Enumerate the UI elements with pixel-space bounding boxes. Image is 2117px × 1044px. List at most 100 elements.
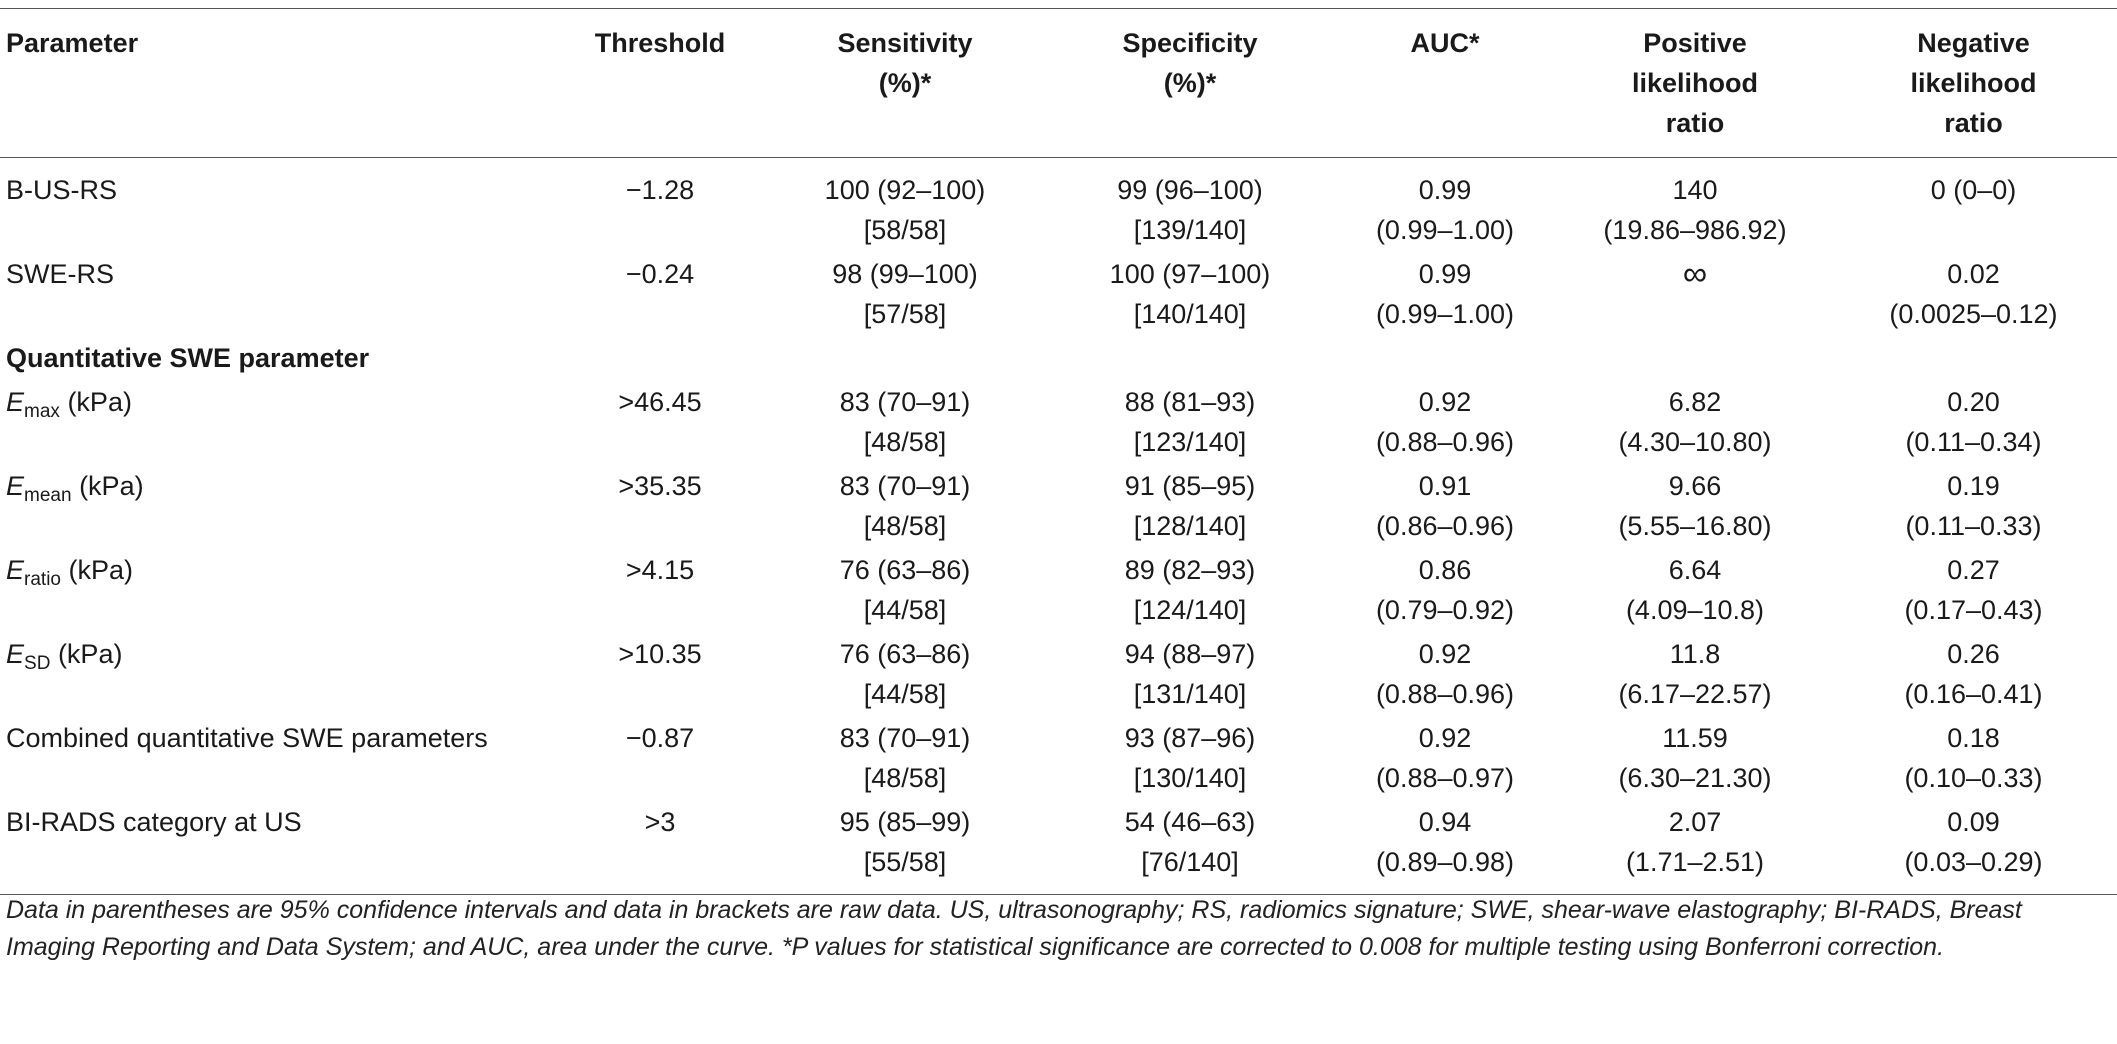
row-plr: 6.82 (4.30–10.80) (1560, 378, 1830, 462)
param-symbol: E (6, 471, 25, 501)
cell-text: [76/140] (1141, 847, 1239, 877)
param-subscript: mean (24, 485, 72, 506)
row-specificity: 88 (81–93) [123/140] (1050, 378, 1330, 462)
param-unit: (kPa) (68, 555, 134, 585)
cell-text: (0.88–0.97) (1375, 763, 1515, 793)
cell-text: (0.11–0.33) (1905, 511, 2042, 541)
row-auc: 0.92 (0.88–0.97) (1330, 714, 1560, 798)
cell-text: [48/58] (863, 427, 947, 457)
cell-text: 0.92 (1418, 723, 1472, 753)
cell-text: 6.82 (1668, 387, 1722, 417)
cell-text: [44/58] (863, 595, 947, 625)
row-specificity: 99 (96–100) [139/140] (1050, 158, 1330, 251)
cell-text: (1.71–2.51) (1625, 847, 1765, 877)
row-specificity: 100 (97–100) [140/140] (1050, 250, 1330, 334)
param-subscript: ratio (24, 569, 61, 590)
row-plr: 6.64 (4.09–10.8) (1560, 546, 1830, 630)
row-sensitivity: 76 (63–86) [44/58] (760, 630, 1050, 714)
header-specificity: Specificity (%)* (1050, 8, 1330, 158)
cell-text: [48/58] (863, 763, 947, 793)
row-sensitivity: 100 (92–100) [58/58] (760, 158, 1050, 251)
header-text: likelihood (1631, 68, 1758, 98)
row-parameter: Eratio (kPa) (0, 546, 560, 630)
header-auc: AUC* (1330, 8, 1560, 158)
cell-text: (0.86–0.96) (1375, 511, 1515, 541)
header-sensitivity: Sensitivity (%)* (760, 8, 1050, 158)
cell-text: [55/58] (863, 847, 947, 877)
cell-text: 89 (82–93) (1124, 555, 1256, 585)
row-sensitivity: 95 (85–99) [55/58] (760, 798, 1050, 895)
cell-text: 94 (88–97) (1124, 639, 1256, 669)
cell-text: 140 (1672, 175, 1718, 205)
row-sensitivity: 83 (70–91) [48/58] (760, 378, 1050, 462)
table-row: Emax (kPa) >46.45 83 (70–91) [48/58] 88 … (0, 378, 2117, 462)
row-auc: 0.99 (0.99–1.00) (1330, 158, 1560, 251)
cell-text: (0.99–1.00) (1375, 215, 1515, 245)
cell-text: 0.94 (1418, 807, 1472, 837)
cell-text: 0.99 (1418, 259, 1472, 289)
cell-text: 0.27 (1947, 555, 2000, 585)
cell-text: 76 (63–86) (839, 555, 971, 585)
cell-text: (4.09–10.8) (1625, 595, 1765, 625)
header-parameter: Parameter (0, 8, 560, 158)
cell-text: 83 (70–91) (839, 723, 971, 753)
row-nlr: 0.09 (0.03–0.29) (1830, 798, 2117, 895)
header-text: Sensitivity (837, 28, 973, 58)
row-specificity: 93 (87–96) [130/140] (1050, 714, 1330, 798)
row-sensitivity: 83 (70–91) [48/58] (760, 714, 1050, 798)
row-threshold: >4.15 (625, 555, 695, 585)
cell-text: 0.99 (1418, 175, 1472, 205)
cell-text: (0.16–0.41) (1904, 679, 2043, 709)
cell-text: (0.88–0.96) (1375, 427, 1515, 457)
param-subscript: max (24, 401, 60, 422)
param-symbol: E (6, 555, 25, 585)
cell-text: 88 (81–93) (1124, 387, 1256, 417)
cell-text: [123/140] (1133, 427, 1247, 457)
cell-text: 54 (46–63) (1124, 807, 1256, 837)
row-nlr: 0.18 (0.10–0.33) (1830, 714, 2117, 798)
table-row: ESD (kPa) >10.35 76 (63–86) [44/58] 94 (… (0, 630, 2117, 714)
row-auc: 0.99 (0.99–1.00) (1330, 250, 1560, 334)
row-specificity: 54 (46–63) [76/140] (1050, 798, 1330, 895)
cell-text: (4.30–10.80) (1618, 427, 1772, 457)
param-unit: (kPa) (57, 639, 123, 669)
header-text: (%)* (1163, 68, 1217, 98)
table-row: Eratio (kPa) >4.15 76 (63–86) [44/58] 89… (0, 546, 2117, 630)
row-specificity: 89 (82–93) [124/140] (1050, 546, 1330, 630)
param-symbol: E (6, 639, 25, 669)
row-parameter: Emean (kPa) (0, 462, 560, 546)
row-threshold: −0.87 (625, 723, 695, 753)
param-unit: (kPa) (67, 387, 132, 417)
header-text: likelihood (1910, 68, 2037, 98)
table-row: Emean (kPa) >35.35 83 (70–91) [48/58] 91… (0, 462, 2117, 546)
cell-text: (0.0025–0.12) (1889, 299, 2058, 329)
cell-text: 0.92 (1418, 387, 1472, 417)
cell-text: [140/140] (1133, 299, 1247, 329)
cell-text: (0.89–0.98) (1375, 847, 1515, 877)
cell-text: 0.92 (1418, 639, 1472, 669)
cell-text: 100 (92–100) (824, 175, 986, 205)
header-negative-likelihood-ratio: Negative likelihood ratio (1830, 8, 2117, 158)
cell-text: (6.30–21.30) (1618, 763, 1772, 793)
row-specificity: 91 (85–95) [128/140] (1050, 462, 1330, 546)
cell-text: 0.86 (1418, 555, 1472, 585)
row-threshold: −0.24 (625, 259, 695, 289)
table-row: Combined quantitative SWE parameters −0.… (0, 714, 2117, 798)
results-table: Parameter Threshold Sensitivity (%)* Spe… (0, 8, 2117, 895)
row-nlr: 0.27 (0.17–0.43) (1830, 546, 2117, 630)
cell-text: [130/140] (1133, 763, 1247, 793)
header-text: ratio (1944, 108, 2003, 138)
cell-text: 0.91 (1418, 471, 1472, 501)
row-threshold: >46.45 (618, 387, 702, 417)
param-unit: (kPa) (79, 471, 144, 501)
cell-text: (0.79–0.92) (1375, 595, 1515, 625)
row-nlr: 0.02 (0.0025–0.12) (1830, 250, 2117, 334)
cell-text: [48/58] (863, 511, 947, 541)
row-auc: 0.92 (0.88–0.96) (1330, 378, 1560, 462)
row-threshold: −1.28 (625, 175, 695, 205)
cell-text: 2.07 (1668, 807, 1722, 837)
cell-text: 98 (99–100) (832, 259, 978, 289)
table-row: BI-RADS category at US >3 95 (85–99) [55… (0, 798, 2117, 895)
cell-text: (0.11–0.34) (1905, 427, 2042, 457)
